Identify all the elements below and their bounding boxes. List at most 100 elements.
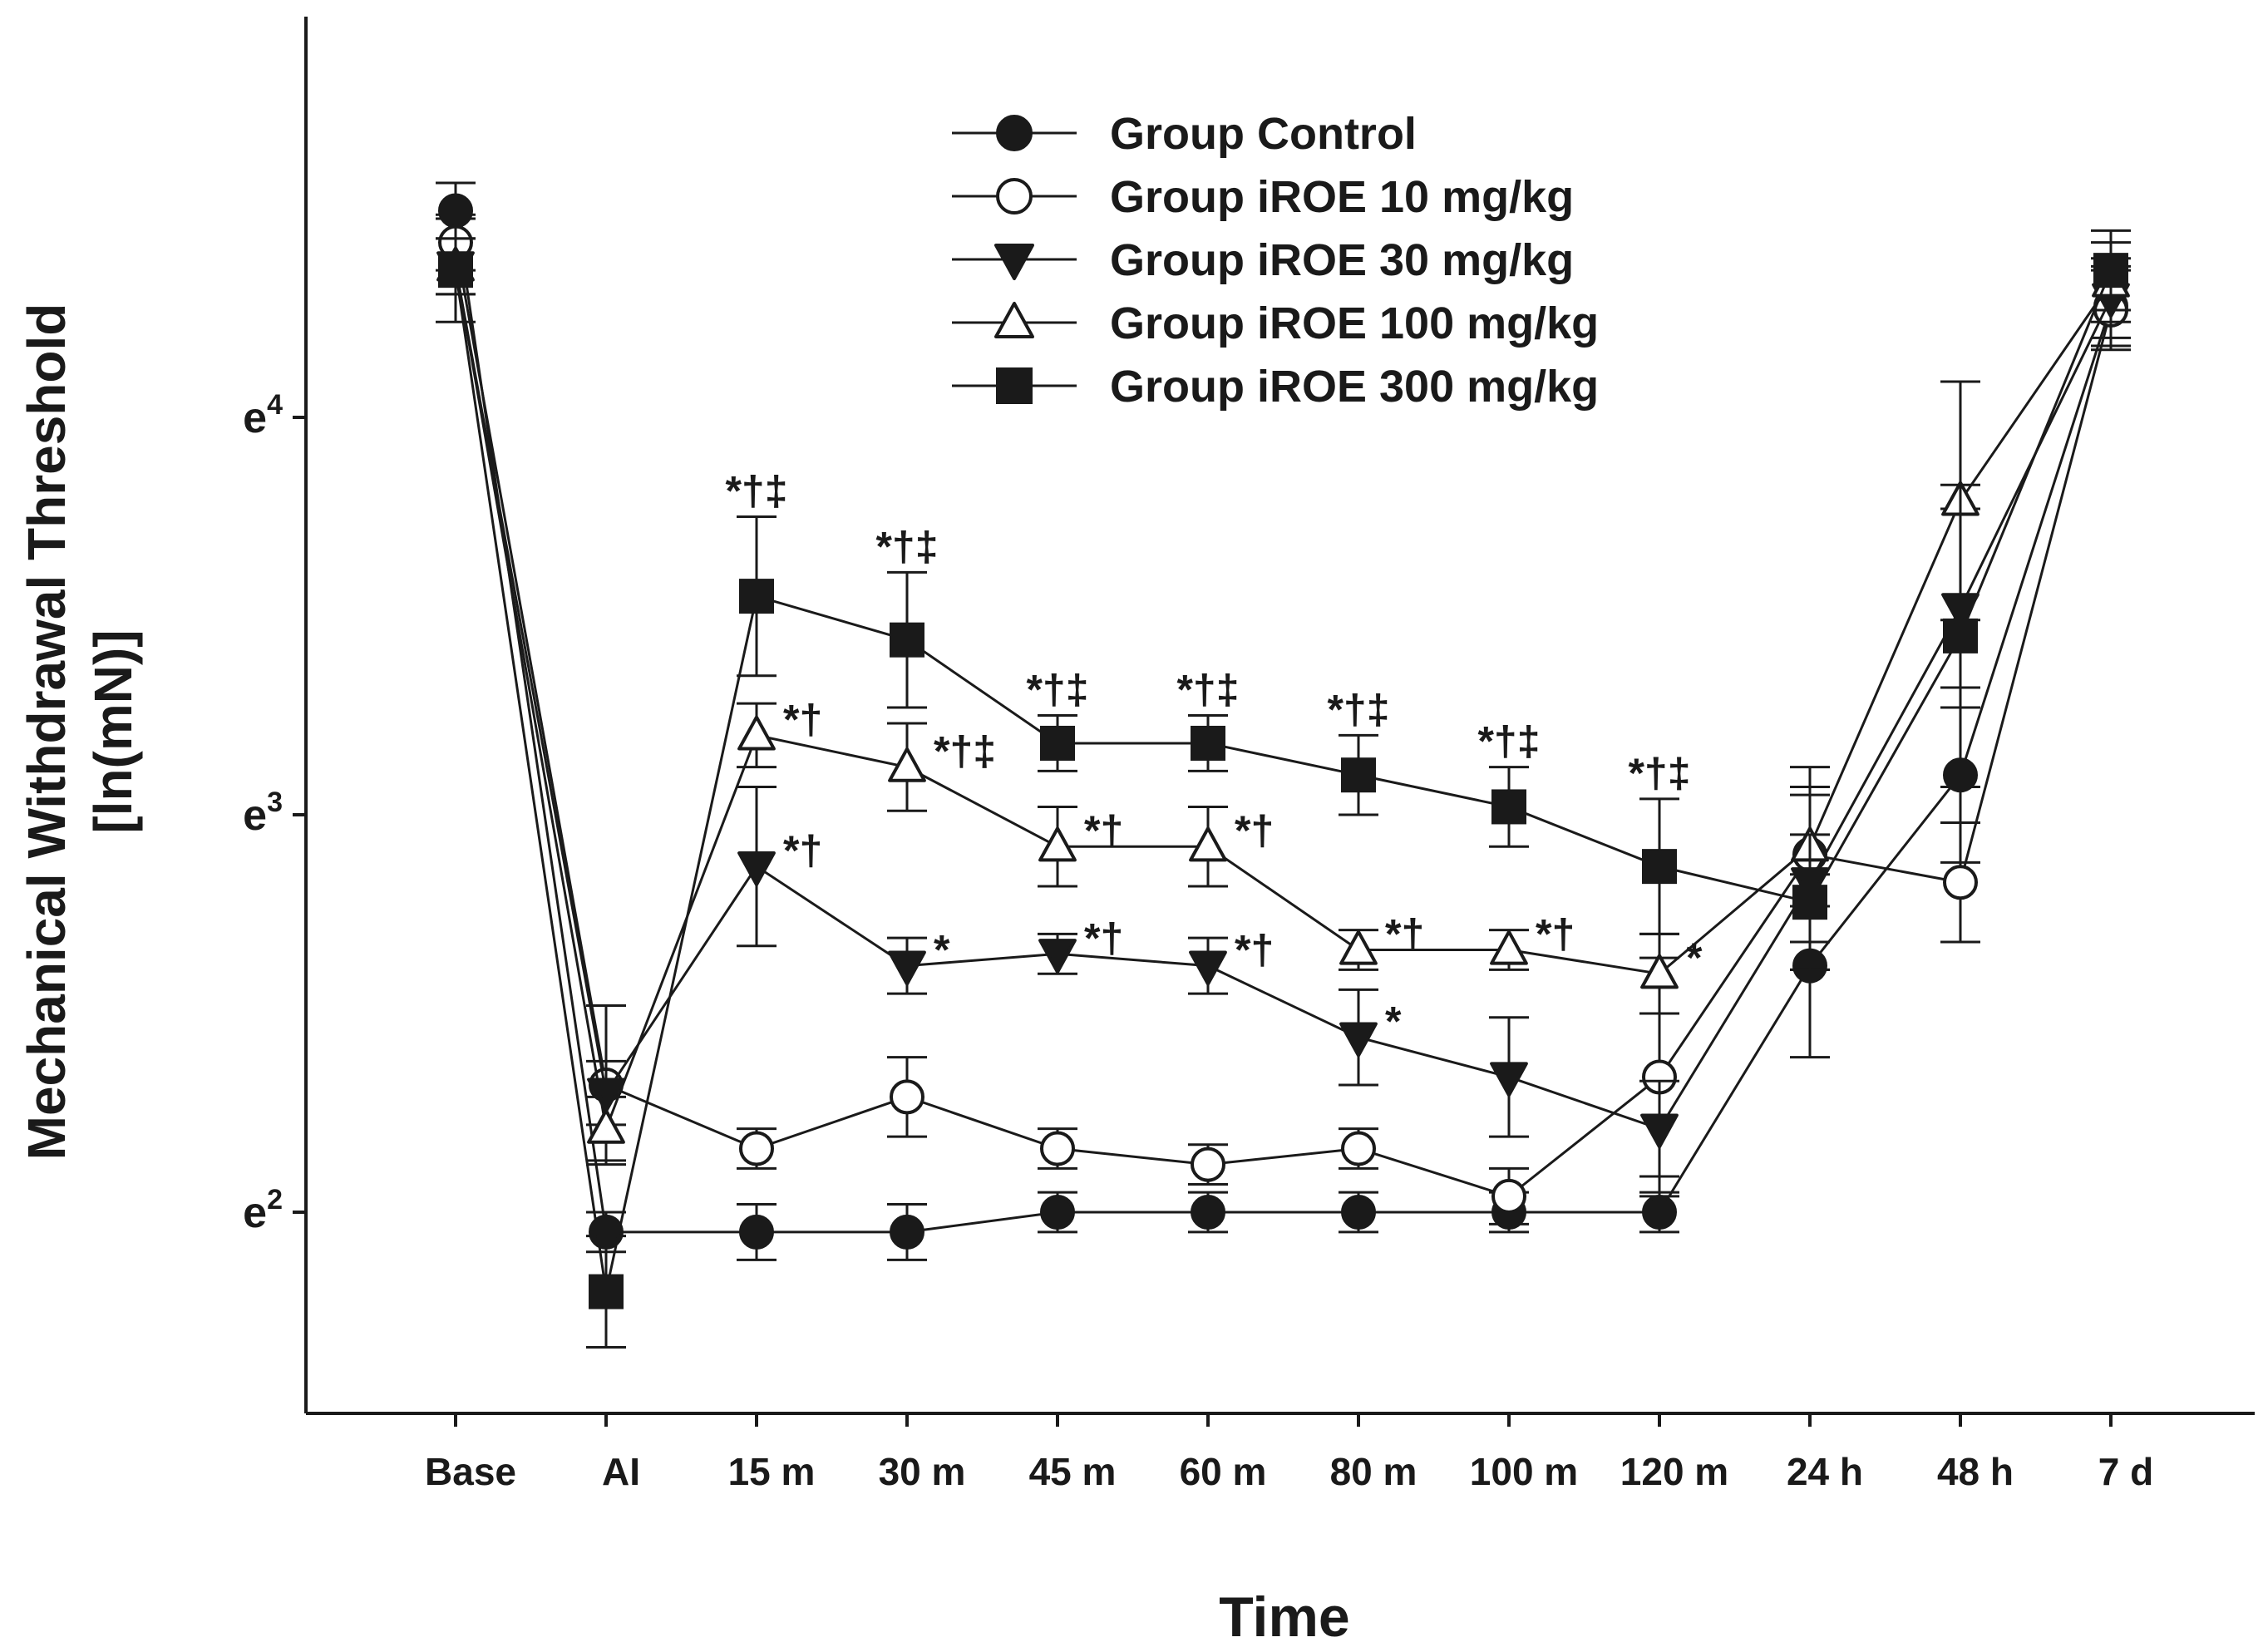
significance-label: *†‡ xyxy=(1628,750,1690,796)
data-point xyxy=(1792,885,1827,920)
data-point xyxy=(888,950,926,986)
significance-label: *†‡ xyxy=(1327,686,1389,732)
significance-label: *† xyxy=(783,696,822,742)
data-point xyxy=(1943,618,1978,653)
data-point xyxy=(890,1079,924,1115)
data-point xyxy=(587,1077,625,1113)
data-point xyxy=(1943,865,1978,900)
series-line xyxy=(454,266,2113,1134)
y-tick-label: e4 xyxy=(243,389,283,442)
significance-label: *† xyxy=(1235,927,1274,974)
significance-label: *† xyxy=(1084,807,1123,854)
data-point xyxy=(1040,1131,1075,1166)
data-point xyxy=(737,715,776,751)
legend-label: Group Control xyxy=(1110,109,1417,159)
data-point xyxy=(1339,930,1378,965)
x-tick-label: 120 m xyxy=(1620,1450,1728,1493)
series-line xyxy=(454,266,2113,1131)
x-tick-label: Base xyxy=(425,1450,516,1493)
data-point xyxy=(890,1214,924,1250)
data-point xyxy=(1642,849,1677,885)
x-tick-label: 24 h xyxy=(1787,1450,1863,1493)
data-point xyxy=(1040,725,1075,761)
data-point xyxy=(739,1131,774,1166)
x-tick-label: 100 m xyxy=(1470,1450,1578,1493)
data-point xyxy=(587,1108,625,1144)
data-point xyxy=(1642,1195,1677,1230)
y-tick-label: e3 xyxy=(243,787,283,840)
legend-entry: Group iROE 300 mg/kg xyxy=(952,362,1599,412)
data-point xyxy=(739,1214,774,1250)
significance-label: *†‡ xyxy=(1477,718,1540,765)
significance-label: *† xyxy=(1235,807,1274,854)
legend-label: Group iROE 100 mg/kg xyxy=(1110,298,1599,348)
significance-label: *† xyxy=(1084,915,1123,961)
x-tick-label: 48 h xyxy=(1937,1450,2014,1493)
x-tick-label: 80 m xyxy=(1330,1450,1417,1493)
significance-label: * xyxy=(1385,999,1402,1045)
data-point xyxy=(1191,1195,1225,1230)
significance-label: *†‡ xyxy=(875,523,938,570)
x-tick-label: 30 m xyxy=(879,1450,966,1493)
data-point xyxy=(888,747,926,782)
series-layer xyxy=(436,181,2131,1349)
legend-marker xyxy=(994,302,1034,338)
axes: e2 e3 e4 Base AI 15 m 30 m 45 m 60 m 80 m 100 m 120… xyxy=(243,17,2255,1493)
annotation-layer: *†‡ *†‡ *†‡ *†‡ *†‡ *†‡ *†‡ *† *†‡ *† *† *† *† * *† * *†… xyxy=(725,468,1703,1045)
legend-entry: Group Control xyxy=(952,109,1417,159)
data-point xyxy=(739,579,774,614)
data-point xyxy=(1341,1131,1376,1166)
legend-marker xyxy=(994,244,1034,280)
x-tick-label: AI xyxy=(602,1450,640,1493)
legend-label: Group iROE 10 mg/kg xyxy=(1110,172,1574,222)
legend-entry: Group iROE 30 mg/kg xyxy=(952,235,1574,285)
data-point xyxy=(1191,725,1225,761)
data-point xyxy=(1490,1062,1528,1097)
data-point xyxy=(890,622,924,658)
data-point xyxy=(589,1274,624,1309)
y-axis-title-line2: [ln(mN)] xyxy=(83,629,143,833)
data-point xyxy=(1341,1195,1376,1230)
significance-label: *† xyxy=(1536,911,1575,958)
legend-entry: Group iROE 10 mg/kg xyxy=(952,172,1574,222)
x-tick-label: 60 m xyxy=(1180,1450,1267,1493)
data-point xyxy=(1341,757,1376,793)
significance-label: * xyxy=(934,927,950,974)
series-4 xyxy=(436,217,2131,1349)
x-tick-label: 15 m xyxy=(728,1450,816,1493)
data-point xyxy=(1490,930,1528,965)
series-line xyxy=(454,210,2113,1234)
data-point xyxy=(438,253,473,288)
significance-label: * xyxy=(1686,934,1703,981)
significance-label: *†‡ xyxy=(934,728,996,775)
data-point xyxy=(1038,939,1077,974)
data-point xyxy=(1491,789,1526,825)
data-point xyxy=(1040,1195,1075,1230)
legend-entry: Group iROE 100 mg/kg xyxy=(952,298,1599,348)
significance-label: *†‡ xyxy=(1176,667,1239,713)
y-axis-title-line1: Mechanical Withdrawal Threshold xyxy=(17,303,76,1161)
x-tick-label: 45 m xyxy=(1029,1450,1117,1493)
data-point xyxy=(2093,253,2128,288)
data-point xyxy=(1191,1147,1225,1182)
legend: Group Control Group iROE 10 mg/kg Group iR… xyxy=(952,109,1599,412)
legend-label: Group iROE 300 mg/kg xyxy=(1110,362,1599,412)
data-point xyxy=(737,851,776,886)
legend-marker xyxy=(996,178,1033,215)
data-point xyxy=(1640,1113,1679,1149)
significance-label: *†‡ xyxy=(1026,667,1088,713)
x-tick-label: 7 d xyxy=(2098,1450,2153,1493)
legend-marker xyxy=(996,115,1033,151)
legend-marker xyxy=(996,367,1033,404)
significance-label: *† xyxy=(1385,911,1424,958)
data-point xyxy=(1189,950,1227,986)
significance-label: *† xyxy=(783,827,822,874)
significance-label: *†‡ xyxy=(725,468,787,515)
series-line xyxy=(454,269,2113,1292)
data-point xyxy=(1640,954,1679,989)
y-tick-label: e2 xyxy=(243,1184,283,1237)
x-axis-title: Time xyxy=(1219,1585,1349,1649)
legend-label: Group iROE 30 mg/kg xyxy=(1110,235,1574,285)
data-point xyxy=(1038,826,1077,862)
